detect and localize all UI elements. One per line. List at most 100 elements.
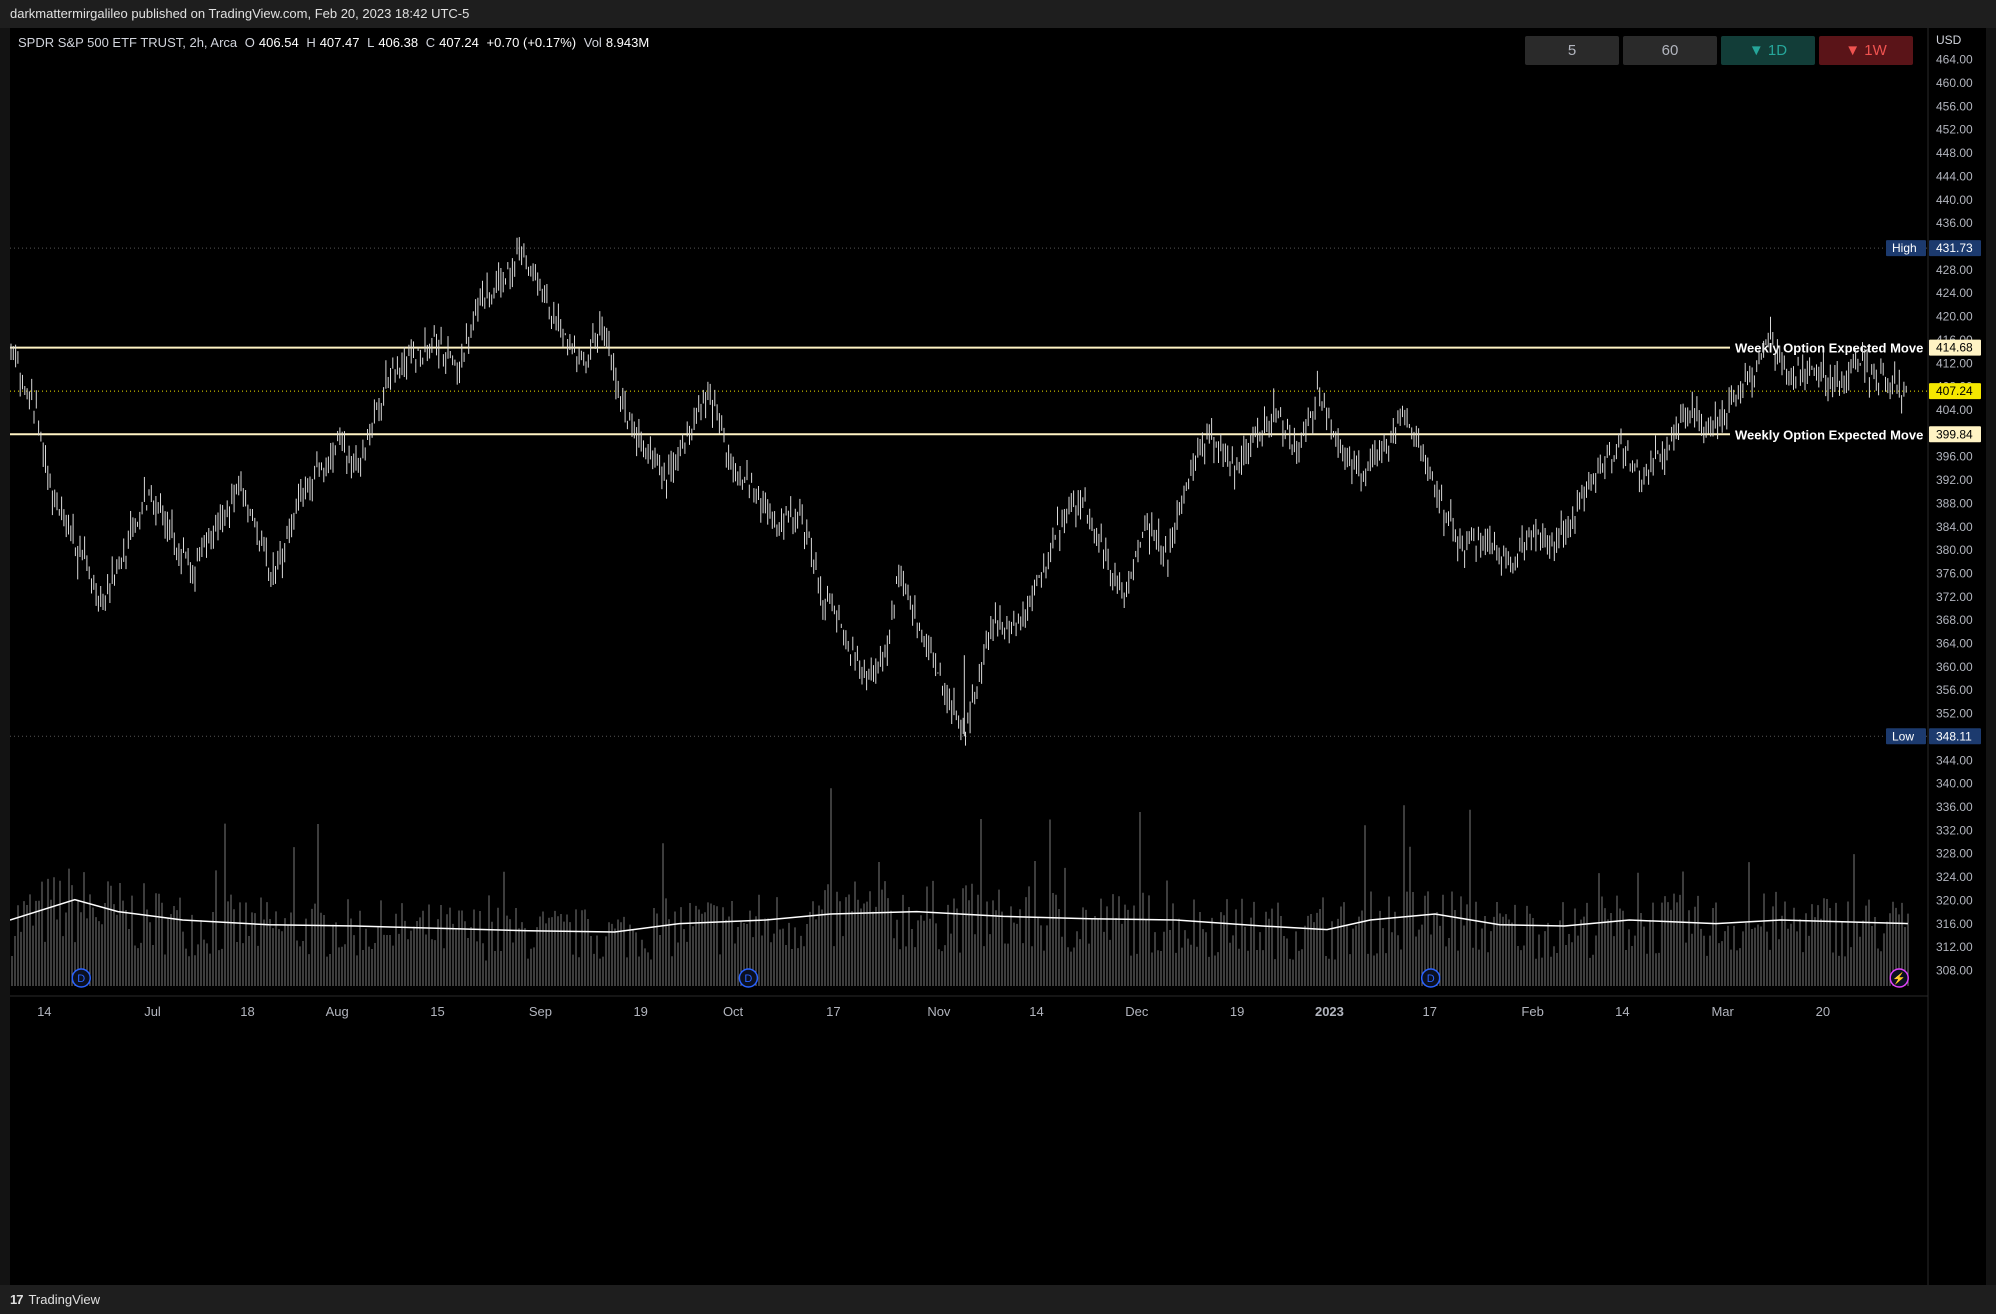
price-tick-label: 368.00 [1936,613,1973,627]
time-tick-label: 14 [1615,1004,1629,1019]
price-tick-label: 460.00 [1936,76,1973,90]
time-tick-label: Nov [927,1004,951,1019]
price-tick-label: 324.00 [1936,870,1973,884]
price-badge-label: 407.24 [1936,384,1973,398]
time-tick-label: 14 [37,1004,51,1019]
price-tick-label: 448.00 [1936,146,1973,160]
time-tick-label: 2023 [1315,1004,1344,1019]
event-marker-label: D [744,973,752,985]
price-badge-label: 431.73 [1936,241,1973,255]
timeframe-60-button[interactable]: 60 [1623,36,1717,65]
level-badge-label: High [1892,241,1917,255]
tradingview-logo-icon[interactable]: 17 [10,1292,24,1307]
publish-header: darkmattermirgalileo published on Tradin… [0,0,1996,28]
open-value: 406.54 [258,35,299,50]
price-tick-label: 360.00 [1936,660,1973,674]
time-tick-label: 19 [1230,1004,1244,1019]
price-tick-label: 444.00 [1936,169,1973,183]
low-label: L [367,35,375,50]
volume-ma-line [10,898,1908,933]
price-tick-label: 396.00 [1936,450,1973,464]
expected-move-label: Weekly Option Expected Move [1735,427,1923,442]
price-tick-label: 392.00 [1936,473,1973,487]
price-tick-label: 336.00 [1936,800,1973,814]
time-tick-label: 17 [1422,1004,1436,1019]
time-tick-label: 20 [1816,1004,1830,1019]
price-chart[interactable]: Weekly Option Expected Move Weekly Option… [10,28,1986,1285]
price-tick-label: 412.00 [1936,356,1973,370]
currency-label: USD [1936,33,1962,47]
price-tick-label: 340.00 [1936,777,1973,791]
price-tick-label: 312.00 [1936,940,1973,954]
expected-move-label: Weekly Option Expected Move [1735,341,1923,356]
high-value: 407.47 [319,35,360,50]
time-tick-label: Oct [723,1004,744,1019]
level-badge [1886,728,1926,745]
price-tick-label: 388.00 [1936,496,1973,510]
close-value: 407.24 [439,35,479,50]
price-tick-label: 344.00 [1936,753,1973,767]
price-badge [1929,240,1981,257]
footer-bar: 17 TradingView [0,1285,1996,1314]
event-marker-label: D [77,973,85,985]
time-tick-label: Feb [1521,1004,1543,1019]
price-tick-label: 440.00 [1936,193,1973,207]
time-tick-label: Jul [144,1004,161,1019]
price-badge [1929,728,1981,745]
price-tick-label: 420.00 [1936,310,1973,324]
time-tick-label: 14 [1029,1004,1043,1019]
price-tick-label: 328.00 [1936,847,1973,861]
high-label: H [306,35,316,50]
price-tick-label: 308.00 [1936,963,1973,977]
timeframe-5-button[interactable]: 5 [1525,36,1619,65]
price-tick-label: 356.00 [1936,683,1973,697]
price-tick-label: 452.00 [1936,123,1973,137]
change-value: +0.70 (+0.17%) [486,35,577,50]
time-tick-label: Aug [326,1004,349,1019]
time-tick-label: Dec [1125,1004,1149,1019]
time-tick-label: Mar [1711,1004,1734,1019]
price-badge [1929,383,1981,400]
price-tick-label: 436.00 [1936,216,1973,230]
price-tick-label: 364.00 [1936,637,1973,651]
time-tick-label: 15 [430,1004,444,1019]
low-value: 406.38 [378,35,419,50]
price-tick-label: 320.00 [1936,893,1973,907]
price-tick-label: 404.00 [1936,403,1973,417]
dividend-event-marker[interactable] [738,968,759,988]
chart-frame[interactable]: Weekly Option Expected Move Weekly Option… [10,28,1986,1285]
price-tick-label: 384.00 [1936,520,1973,534]
split-event-marker[interactable] [1889,968,1909,988]
level-badge [1886,240,1926,257]
price-tick-label: 464.00 [1936,53,1973,67]
price-tick-label: 456.00 [1936,99,1973,113]
price-badge [1929,426,1981,443]
event-marker-label: ⚡ [1892,972,1906,985]
dividend-event-marker[interactable] [71,968,91,988]
price-tick-label: 352.00 [1936,707,1973,721]
price-badge-label: 399.84 [1936,427,1973,441]
time-tick-label: 18 [240,1004,254,1019]
symbol-title[interactable]: SPDR S&P 500 ETF TRUST, 2h, Arca [18,35,238,50]
volume-label: Vol [583,35,602,50]
symbol-legend: SPDR S&P 500 ETF TRUST, 2h, Arca O 406.54… [18,35,653,50]
timeframe-1d-button[interactable]: ▼ 1D [1721,36,1815,65]
time-tick-label: Sep [529,1004,552,1019]
price-tick-label: 372.00 [1936,590,1973,604]
price-badge-label: 414.68 [1936,341,1973,355]
price-axis-panel[interactable] [1928,28,1986,1285]
close-label: C [425,35,436,50]
time-tick-label: 19 [633,1004,647,1019]
footer-brand[interactable]: TradingView [28,1292,101,1307]
event-marker-label: D [1427,973,1435,985]
level-badge-label: Low [1892,729,1914,743]
price-tick-label: 424.00 [1936,286,1973,300]
price-tick-label: 376.00 [1936,566,1973,580]
dividend-event-marker[interactable] [1420,968,1441,988]
timeframe-1w-button[interactable]: ▼ 1W [1819,36,1913,65]
price-tick-label: 380.00 [1936,543,1973,557]
open-label: O [244,35,255,50]
timeframe-buttons: 5 60 ▼ 1D ▼ 1W [1525,36,1913,65]
price-badge-label: 348.11 [1936,729,1972,743]
price-tick-label: 428.00 [1936,263,1973,277]
